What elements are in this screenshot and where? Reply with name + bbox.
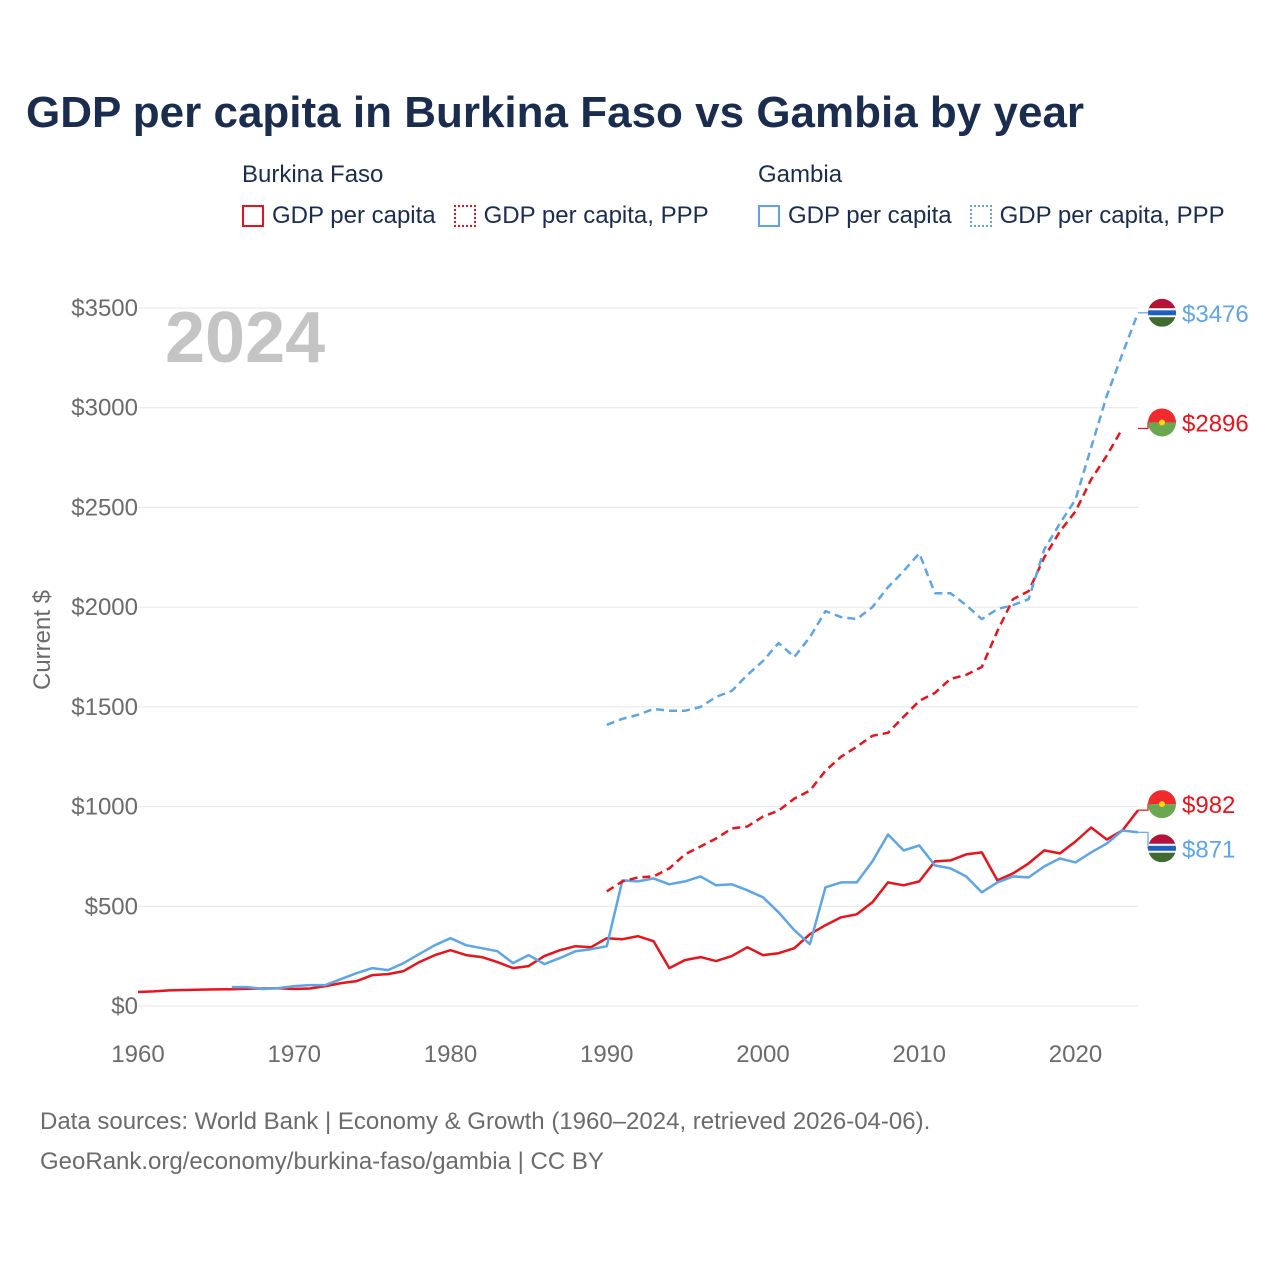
x-tick-label: 2010 xyxy=(893,1041,946,1068)
x-tick-label: 1980 xyxy=(424,1041,477,1068)
legend-swatch-dotted xyxy=(969,205,992,227)
end-label-value: $3476 xyxy=(1182,301,1249,328)
series-line-gambia-ppp xyxy=(606,312,1140,726)
burkina-flag-icon xyxy=(1148,408,1176,437)
year-watermark: 2024 xyxy=(165,298,325,378)
series-lines xyxy=(137,312,1140,994)
footer-attribution[interactable]: GeoRank.org/economy/burkina-faso/gambia … xyxy=(40,1148,604,1175)
end-labels: $3476 $2896 $982 $871 xyxy=(1138,298,1249,863)
end-label-value: $2896 xyxy=(1182,410,1249,437)
legend-group-gambia: Gambia GDP per capita GDP per capita, PP… xyxy=(758,160,1243,230)
y-tick-label: $3000 xyxy=(71,395,138,422)
y-tick-label: $0 xyxy=(111,993,138,1020)
x-tick-label: 2020 xyxy=(1049,1041,1102,1068)
x-tick-label: 1990 xyxy=(580,1041,633,1068)
legend-swatch-dotted xyxy=(453,205,476,227)
legend-item-gambia-gdp[interactable]: GDP per capita xyxy=(758,202,952,230)
axes: $0 $500 $1000 $1500 $2000 $2500 $3000 $3500 1960… xyxy=(29,295,1102,1068)
gambia-flag-icon xyxy=(1148,298,1176,327)
series-line-burkina-gdp xyxy=(137,809,1139,994)
legend-item-gambia-gdp-ppp[interactable]: GDP per capita, PPP xyxy=(969,202,1225,230)
y-tick-label: $2500 xyxy=(71,494,138,521)
legend-country-label: Burkina Faso xyxy=(242,161,384,188)
end-label-value: $982 xyxy=(1182,792,1235,819)
x-tick-label: 1960 xyxy=(111,1041,164,1068)
chart-title: GDP per capita in Burkina Faso vs Gambia… xyxy=(26,88,1085,137)
y-axis-label: Current $ xyxy=(29,590,56,690)
legend-item-burkina-gdp-ppp[interactable]: GDP per capita, PPP xyxy=(453,202,709,230)
series-line-gambia-gdp xyxy=(231,829,1139,991)
end-label-value: $871 xyxy=(1182,836,1235,863)
series-line-burkina-ppp xyxy=(606,427,1124,893)
legend-item-burkina-gdp[interactable]: GDP per capita xyxy=(242,202,436,230)
footer-sources: Data sources: World Bank | Economy & Gro… xyxy=(40,1108,931,1135)
legend-group-burkina-faso: Burkina Faso GDP per capita GDP per capi… xyxy=(242,160,727,230)
y-tick-label: $2000 xyxy=(71,594,138,621)
legend-item-label: GDP per capita, PPP xyxy=(483,202,709,229)
y-tick-label: $1000 xyxy=(71,794,138,821)
legend-item-label: GDP per capita, PPP xyxy=(999,202,1225,229)
grid-lines xyxy=(138,307,1138,1007)
legend-country-label: Gambia xyxy=(758,161,843,188)
y-tick-label: $500 xyxy=(85,893,138,920)
x-tick-label: 2000 xyxy=(736,1041,789,1068)
legend-swatch-solid xyxy=(242,205,264,227)
x-tick-label: 1970 xyxy=(268,1041,321,1068)
y-tick-label: $1500 xyxy=(71,694,138,721)
y-tick-label: $3500 xyxy=(71,295,138,322)
burkina-flag-icon xyxy=(1148,790,1176,819)
legend-swatch-solid xyxy=(758,205,780,227)
legend-item-label: GDP per capita xyxy=(788,202,952,229)
gambia-flag-icon xyxy=(1148,834,1176,863)
legend-item-label: GDP per capita xyxy=(272,202,436,229)
